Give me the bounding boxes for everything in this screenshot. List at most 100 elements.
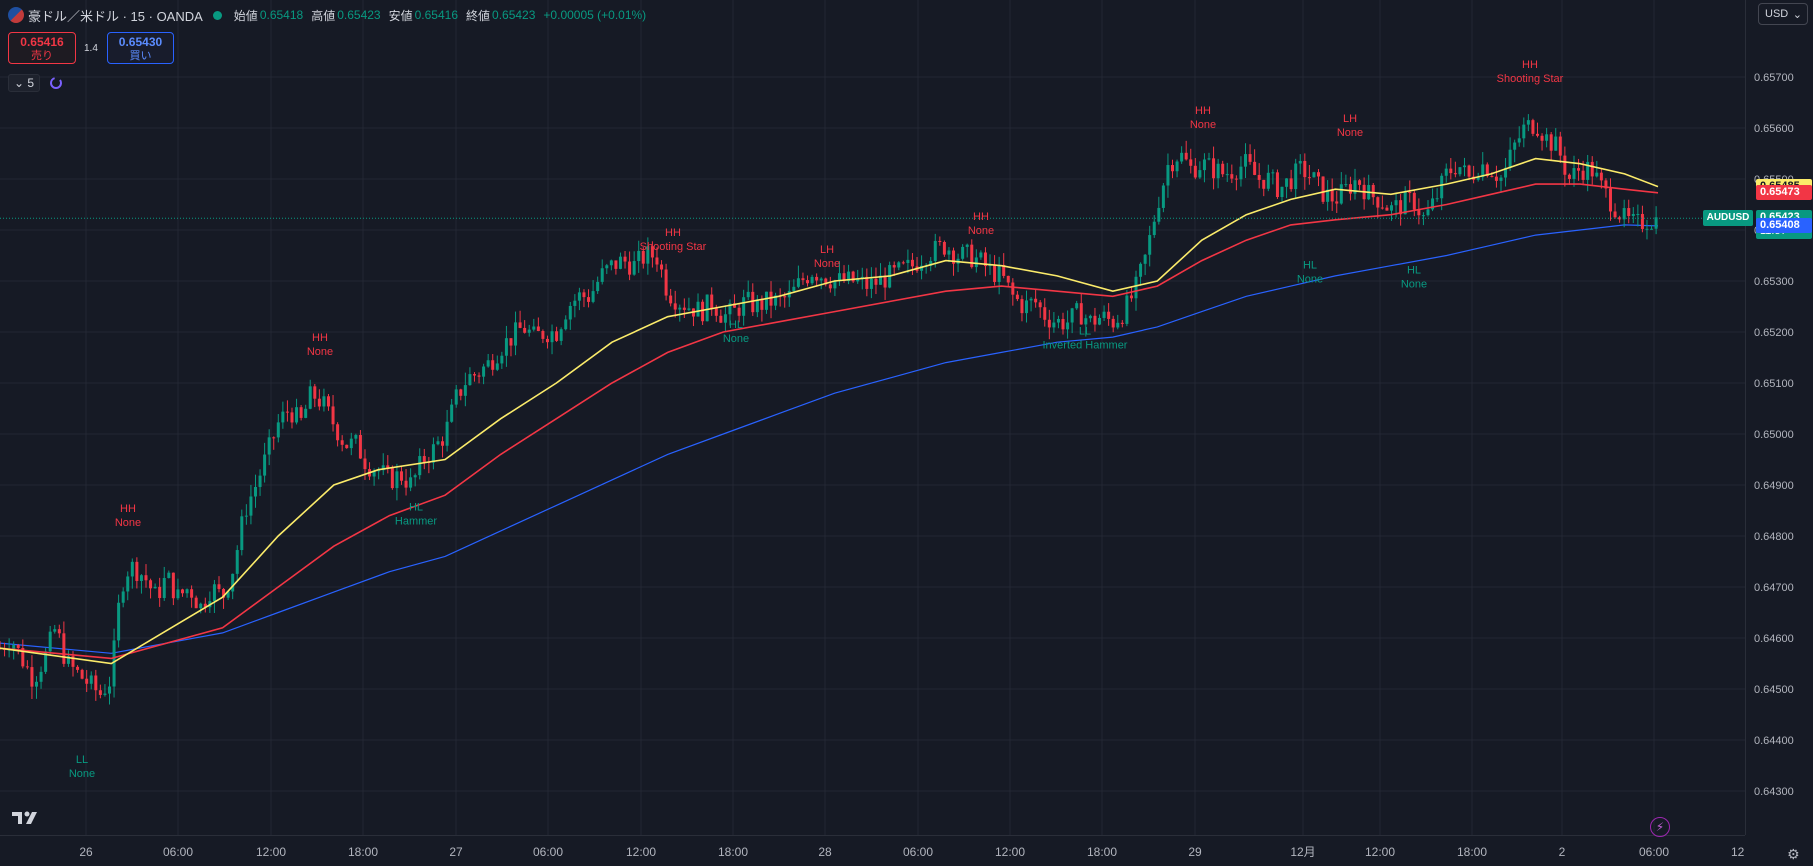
candle-body bbox=[728, 303, 732, 315]
candle-body bbox=[1066, 322, 1070, 330]
candle-body bbox=[491, 360, 495, 370]
candle-body bbox=[358, 435, 362, 459]
candle-body bbox=[545, 338, 549, 343]
candle-body bbox=[1508, 149, 1512, 168]
candle-body bbox=[1563, 155, 1567, 175]
time-tick-label: 18:00 bbox=[718, 845, 748, 859]
candle-body bbox=[1015, 294, 1019, 300]
candle-body bbox=[1654, 217, 1658, 229]
candle-body bbox=[1093, 315, 1097, 325]
candle-body bbox=[44, 651, 48, 672]
candle-body bbox=[1020, 299, 1024, 314]
symbol-price-label: AUDUSD bbox=[1703, 210, 1753, 227]
candle-body bbox=[632, 261, 636, 275]
price-axis[interactable]: 0.657000.656000.655000.654000.653000.652… bbox=[1745, 0, 1813, 835]
time-tick-label: 12月 bbox=[1290, 845, 1315, 859]
candle-body bbox=[459, 389, 463, 396]
candle-body bbox=[450, 404, 454, 422]
candle-body bbox=[1275, 172, 1279, 198]
close-value: 0.65423 bbox=[492, 8, 536, 22]
candle-body bbox=[103, 693, 107, 695]
candle-body bbox=[167, 572, 171, 579]
pattern-label: None bbox=[1190, 119, 1216, 131]
candle-body bbox=[281, 411, 285, 423]
candle-body bbox=[1458, 167, 1462, 175]
candle-body bbox=[413, 475, 417, 478]
candle-body bbox=[669, 295, 673, 304]
candle-body bbox=[1462, 165, 1466, 168]
candle-body bbox=[313, 386, 317, 399]
candle-body bbox=[340, 440, 344, 445]
candle-body bbox=[39, 671, 43, 682]
close-label: 終値 bbox=[466, 8, 491, 23]
candle-body bbox=[1330, 189, 1334, 202]
candle-body bbox=[153, 586, 157, 589]
candle-body bbox=[792, 286, 796, 291]
sell-button[interactable]: 0.65416 売り bbox=[8, 32, 76, 64]
candle-body bbox=[139, 575, 143, 581]
candle-body bbox=[276, 422, 280, 438]
candle-body bbox=[1266, 172, 1270, 189]
candle-body bbox=[308, 386, 312, 409]
candle-body bbox=[564, 319, 568, 330]
candle-body bbox=[1175, 161, 1179, 172]
symbol-title[interactable]: 豪ドル／米ドル · 15 · OANDA bbox=[28, 8, 203, 24]
ema-mid-price-tag: 0.65473 bbox=[1756, 185, 1812, 201]
swing-label: HH bbox=[1522, 59, 1538, 71]
candle-body bbox=[1348, 184, 1352, 194]
time-tick-label: 28 bbox=[818, 845, 832, 859]
candle-body bbox=[1385, 207, 1389, 211]
candle-body bbox=[555, 331, 559, 341]
candle-body bbox=[263, 454, 267, 476]
ema-fast-line bbox=[0, 157, 1659, 665]
candle-body bbox=[1485, 164, 1489, 177]
candle-body bbox=[477, 375, 481, 377]
candle-body bbox=[121, 591, 125, 603]
tradingview-logo-icon[interactable] bbox=[12, 810, 42, 826]
candle-body bbox=[130, 561, 134, 577]
indicators-toggle[interactable]: ⌄ 5 bbox=[8, 74, 41, 92]
candle-body bbox=[1111, 318, 1115, 328]
buy-button[interactable]: 0.65430 買い bbox=[107, 32, 174, 64]
candle-body bbox=[596, 281, 600, 292]
refresh-icon[interactable] bbox=[48, 75, 64, 91]
candle-body bbox=[244, 515, 248, 517]
candle-body bbox=[1070, 308, 1074, 323]
candle-body bbox=[1316, 172, 1320, 177]
lightning-icon[interactable]: ⚡ bbox=[1650, 817, 1670, 837]
candle-body bbox=[897, 262, 901, 268]
candle-body bbox=[856, 278, 860, 282]
candle-body bbox=[828, 284, 832, 289]
time-axis[interactable]: 26 06:00 12:00 18:00 27 06:00 12:00 18:00 28 06:0… bbox=[0, 835, 1745, 866]
candle-body bbox=[769, 291, 773, 306]
candle-body bbox=[892, 265, 896, 268]
candle-body bbox=[422, 456, 426, 462]
candle-body bbox=[1394, 200, 1398, 206]
candle-body bbox=[1002, 264, 1006, 276]
candle-body bbox=[760, 299, 764, 310]
candle-body bbox=[395, 471, 399, 489]
candle-body bbox=[1212, 158, 1216, 179]
candle-body bbox=[664, 269, 668, 296]
ema-fast-g-path bbox=[0, 157, 1659, 665]
currency-dropdown[interactable]: USD ⌄ bbox=[1758, 3, 1808, 25]
pattern-label: None bbox=[723, 333, 749, 345]
candle-body bbox=[865, 276, 869, 289]
swing-label: HH bbox=[665, 227, 681, 239]
candle-body bbox=[1371, 184, 1375, 198]
gear-icon[interactable]: ⚙ bbox=[1787, 846, 1800, 862]
candle-body bbox=[290, 412, 294, 423]
candle-body bbox=[1572, 168, 1576, 179]
price-tick-label: 0.64300 bbox=[1754, 786, 1794, 798]
swing-label: HH bbox=[312, 332, 328, 344]
candle-body bbox=[217, 584, 221, 589]
candle-body bbox=[568, 305, 572, 320]
price-chart[interactable]: HH None LL None HH None HL Hammer HH Shooting Sta… bbox=[0, 0, 1745, 835]
candle-body bbox=[135, 561, 139, 581]
candle-body bbox=[231, 573, 235, 592]
candle-body bbox=[514, 322, 518, 346]
low-label: 安値 bbox=[388, 8, 413, 23]
time-tick-label: 12:00 bbox=[1731, 845, 1745, 859]
candle-body bbox=[472, 374, 476, 376]
candle-body bbox=[650, 246, 654, 258]
